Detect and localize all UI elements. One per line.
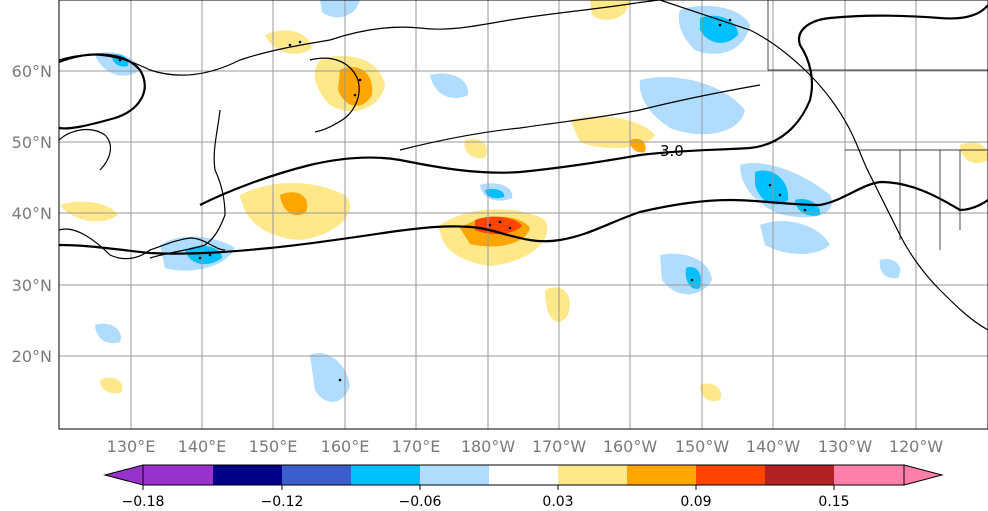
lon-label: 120°W [889,437,944,456]
latitude-labels: 60°N 50°N 40°N 30°N 20°N [12,62,52,366]
colorbar-frame [142,464,905,486]
lat-label: 20°N [12,347,52,366]
colorbar-segment [143,465,213,485]
colorbar-tick-label: 0.15 [818,494,849,510]
colorbar-segment [351,465,420,485]
anomaly-patch-negative [639,77,745,135]
anomaly-patch-orange [338,67,373,106]
anomaly-patch-negative [879,259,901,279]
contour-line-north [59,4,988,206]
anomaly-patch-negative [320,0,360,18]
lon-label: 150°E [249,437,298,456]
contour-label: 3.0 [660,142,684,160]
anomaly-patch-deepskyblue [685,266,701,289]
border-alaska-canada [767,0,988,71]
coastline-kamchatka [309,57,360,133]
anomaly-patch-orange [280,192,308,216]
coastline-na-west [869,174,988,331]
anomaly-patch-negative [310,353,350,402]
lon-label: 140°E [178,437,227,456]
longitude-labels: 130°E 140°E 150°E 160°E 170°E 180°W 170°… [107,437,944,456]
anomaly-patch-positive [464,138,488,159]
lat-label: 50°N [12,133,52,152]
anomaly-patch-deepskyblue [185,245,222,265]
coastline-aleutians [399,84,761,151]
contour-line-south [59,180,988,255]
colorbar-segment [834,465,904,485]
lon-label: 170°W [532,437,587,456]
coastline-alaska [659,0,871,176]
map-content: 3.0 [59,0,988,429]
colorbar-tick-label: −0.12 [261,494,304,510]
coastline-korea [59,128,112,171]
lat-label: 30°N [12,276,52,295]
lon-label: 180°W [461,437,516,456]
colorbar-segment [489,465,558,485]
colorbar-segment [558,465,627,485]
coastline-siberia [59,0,661,76]
anomaly-patch-positive [545,287,570,322]
colorbar-extend-low [103,464,144,486]
lon-label: 150°W [675,437,730,456]
coastlines [59,0,988,331]
anomaly-patch-deepskyblue [485,188,505,199]
colorbar-tick-label: 0.03 [542,494,573,510]
colorbar-segment [627,465,696,485]
significance-stippling [118,18,807,382]
anomaly-patch-deepskyblue [795,199,821,216]
anomaly-patch-positive [100,377,123,394]
lat-label: 40°N [12,204,52,223]
colorbar-segment [765,465,834,485]
borders [767,0,988,250]
anomaly-patch-positive [960,142,988,164]
map-frame [58,0,988,430]
anomaly-patch-positive [700,383,722,402]
colorbar-segment [213,465,282,485]
lon-label: 160°E [321,437,370,456]
lon-label: 130°E [107,437,156,456]
anomaly-patch-negative [95,323,121,344]
colorbar-tick-label: 0.09 [680,494,711,510]
coastline-asia [59,228,226,260]
lon-label: 160°W [603,437,658,456]
colorbar-segment [282,465,351,485]
colorbar-tick-label: −0.18 [122,494,165,510]
anomaly-patch-negative [430,73,469,99]
lon-label: 130°W [818,437,873,456]
anomaly-patch-positive [265,30,312,54]
colorbar: −0.18 −0.12 −0.06 0.03 0.09 0.15 [103,464,944,510]
lon-label: 170°E [392,437,441,456]
border-state-lines [899,150,961,250]
lat-label: 60°N [12,62,52,81]
mean-contours [59,4,988,255]
colorbar-segment [696,465,765,485]
coastline-japan [149,109,226,259]
colorbar-segment [420,465,489,485]
anomaly-patch-positive [60,201,118,222]
lon-label: 140°W [746,437,801,456]
anomaly-patch-negative [760,221,830,255]
colorbar-tick-label: −0.06 [399,494,442,510]
colorbar-extend-high [903,464,944,486]
